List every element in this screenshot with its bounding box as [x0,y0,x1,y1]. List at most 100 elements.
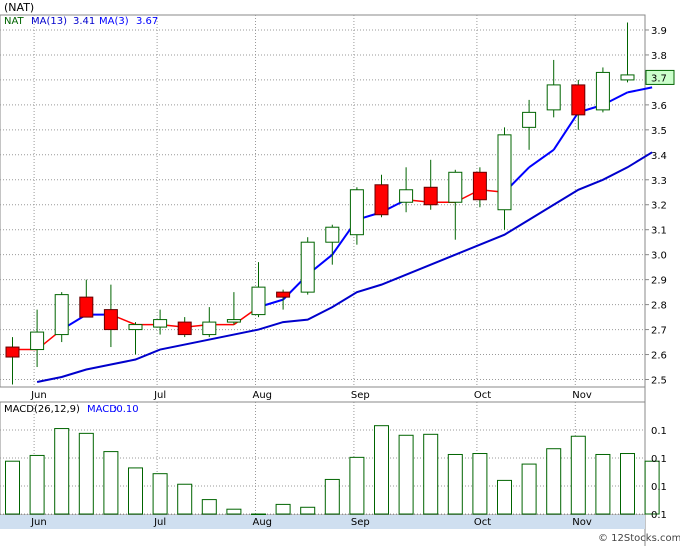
macd-bar [324,478,340,515]
macd-bar [349,456,365,515]
month-label: Aug [253,390,273,401]
price-tick-label: 3.1 [651,226,667,237]
candle [595,67,610,113]
candle-body [423,186,438,206]
last-price-label: 3.7 [651,73,667,84]
macd-bar [374,425,389,515]
candle [497,127,512,230]
macd-bar [5,460,20,515]
month-axis-macd: Jun Jul Aug Sep Oct Nov [30,517,592,528]
legend: NAT MA(13) 3.41 MA(3) 3.67 [4,16,158,27]
legend-ma13-value: 3.41 [73,16,95,27]
candle-body [399,189,414,203]
macd-bar [300,506,316,515]
macd-bars [5,425,660,515]
ma13-polyline [36,151,653,383]
candle-body [595,71,610,111]
macd-value: :0.10 [113,404,139,415]
candle [546,59,561,118]
macd-bar [521,463,537,515]
candle-body [103,309,118,331]
candle [300,237,315,295]
month-label: Jun [30,390,47,401]
candle [153,309,168,335]
macd-bar [570,435,586,515]
price-grid [0,15,645,515]
month-label-macd: Sep [351,517,370,528]
month-axis-main: Jun Jul Aug Sep Oct Nov [30,390,592,401]
candle-body [153,319,168,328]
price-tick-label: 2.8 [651,301,667,312]
price-tick-label: 3.8 [651,51,667,62]
ma3-segment [552,111,580,151]
candle [177,317,192,338]
candle [226,292,241,325]
candle [5,337,20,385]
legend-ma13: MA(13) [31,16,67,27]
price-tick-label: 2.9 [651,276,667,287]
candle [620,22,635,83]
candle-body [79,296,94,318]
macd-bar [78,432,94,515]
legend-ma3-value: 3.67 [136,16,158,27]
month-label-macd: Oct [474,517,491,528]
macd-bar [29,454,45,515]
price-tick-label: 2.7 [651,326,667,337]
last-price-box [645,69,675,85]
macd-bar [644,460,660,515]
candle [202,307,217,338]
candle [128,322,143,355]
price-tick-label: 3.0 [651,251,667,262]
candle-body [202,321,217,336]
price-tick-label: 3.5 [651,126,667,137]
candle [30,309,45,368]
candle [472,167,487,208]
macd-axis-ticks: 0.1 0.1 0.1 0.1 [651,426,667,521]
candle [325,224,340,265]
candle [251,262,266,318]
legend-symbol: NAT [4,16,25,27]
macd-bar [226,508,242,515]
candle-body [571,84,586,116]
candle-body [128,324,143,331]
macd-tick-label: 0.1 [651,510,667,521]
macd-bar [398,434,414,515]
macd-bar [251,513,266,515]
candle [103,284,118,348]
candle-body [30,331,45,351]
candle [374,174,389,218]
macd-bar [54,428,70,515]
watermark: © 12Stocks.com [598,533,680,544]
macd-axis-band [0,515,645,529]
macd-bar [595,453,611,515]
macd-bar [497,479,512,515]
month-label-macd: Jun [30,517,47,528]
candles-group [5,22,635,385]
macd-bar [472,453,488,515]
candle-body [226,319,241,323]
price-tick-label: 3.4 [651,151,667,162]
macd-bar [103,451,119,515]
price-tick-label: 3.6 [651,101,667,112]
candle-body [251,286,266,316]
candle-body [177,321,192,336]
month-label-macd: Nov [572,517,592,528]
candle-body [472,171,487,201]
ma3-segment [627,86,653,94]
candle [349,187,364,245]
macd-tick-label: 0.1 [651,426,667,437]
macd-legend: MACD [87,404,117,415]
month-label: Jul [153,390,166,401]
candle [276,289,291,310]
macd-bar [128,467,143,515]
candle-body [620,74,635,81]
month-label: Nov [572,390,592,401]
candle-body [349,189,364,236]
candle-body [546,84,561,111]
month-label-macd: Jul [153,517,166,528]
last-price-marker: 3.7 [645,69,675,85]
macd-bar [275,503,291,515]
ma13-line [36,151,653,383]
candle-body [522,111,537,128]
